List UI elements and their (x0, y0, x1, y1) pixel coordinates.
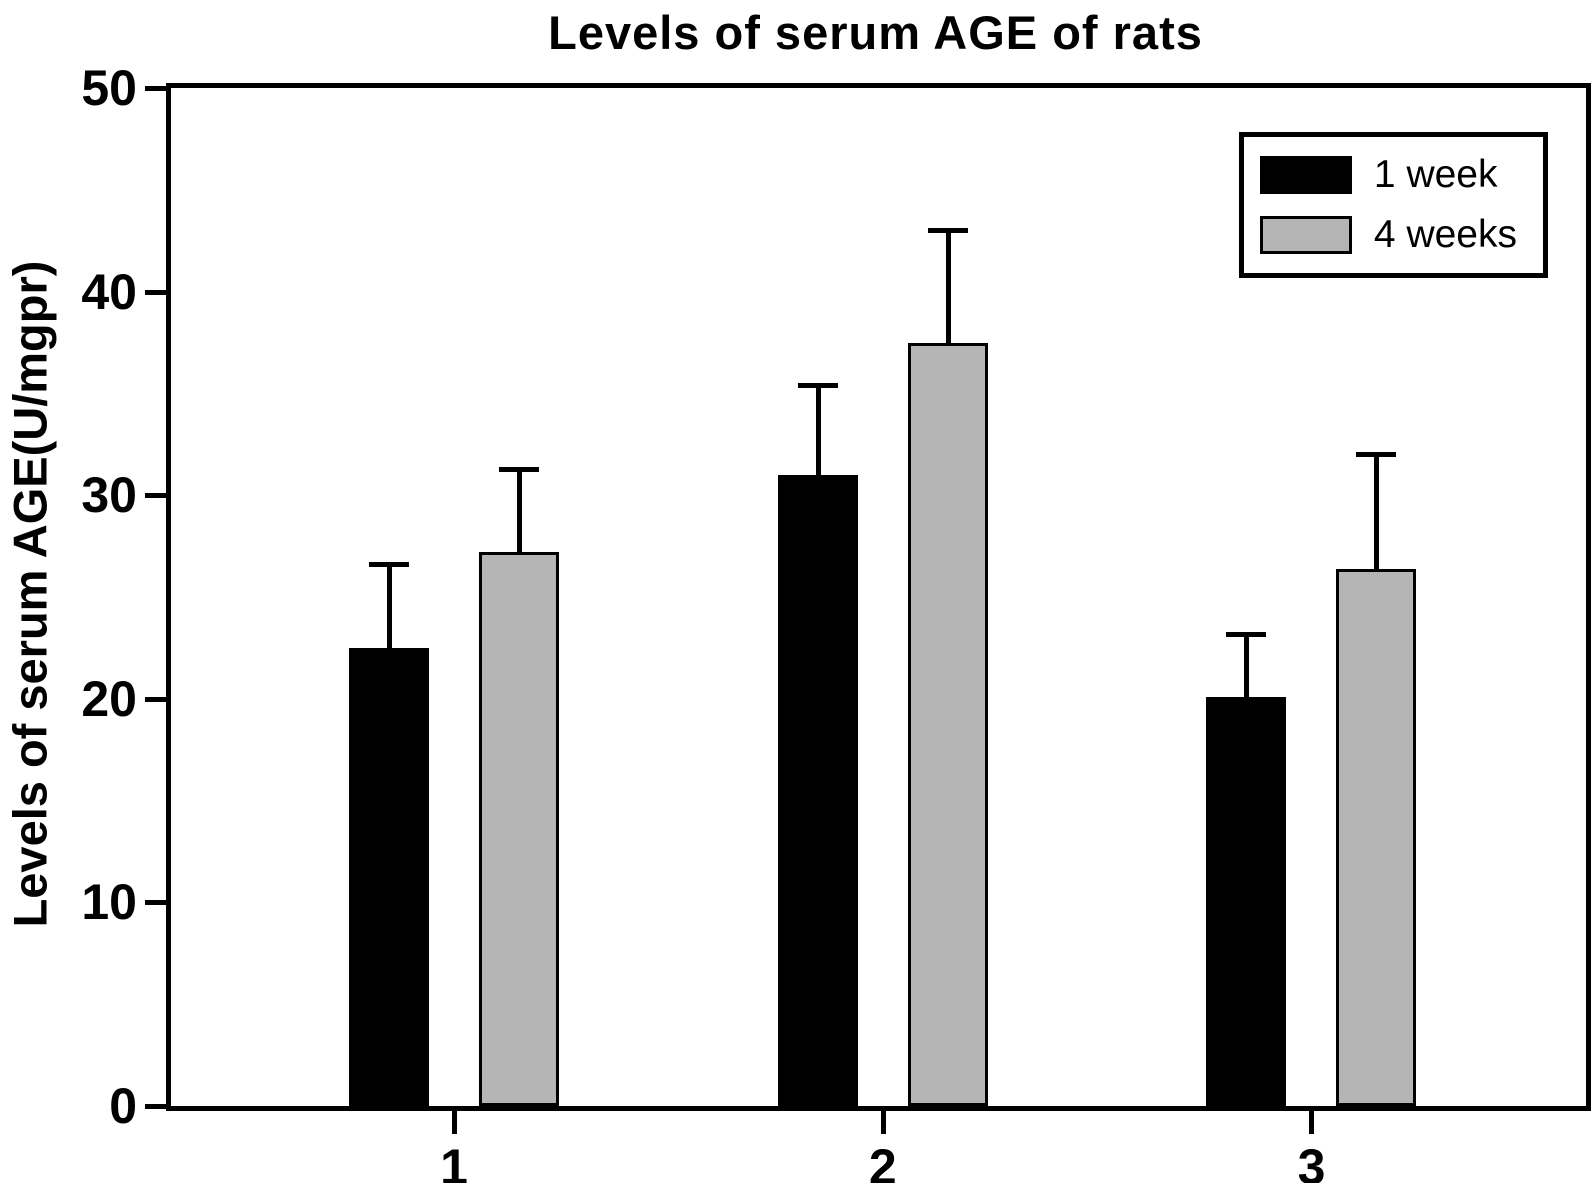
error-bar-4weeks-group2 (927, 228, 968, 343)
legend-label-4weeks: 4 weeks (1373, 213, 1517, 256)
error-bar-stem (945, 228, 951, 343)
error-bar-stem (1374, 452, 1380, 569)
legend-label-1week: 1 week (1373, 153, 1498, 196)
legend: 1 week 4 weeks (1238, 132, 1548, 278)
bar-4weeks-group1 (479, 552, 559, 1106)
y-tick (145, 900, 166, 906)
error-bar-cap (499, 466, 539, 472)
y-tick (145, 86, 166, 91)
legend-swatch-4weeks (1259, 216, 1352, 254)
error-bar-stem (1244, 631, 1250, 697)
bar-4weeks-group3 (1336, 568, 1417, 1106)
bar-1week-group2 (777, 474, 858, 1106)
y-tick-label-0: 0 (109, 1078, 137, 1134)
error-bar-stem (517, 466, 522, 553)
y-tick-label-40: 40 (81, 263, 137, 320)
y-tick-label-30: 30 (81, 467, 137, 524)
error-bar-1week-group1 (369, 562, 409, 648)
error-bar-cap (927, 228, 968, 234)
x-tick (880, 1111, 886, 1134)
y-axis-label: Levels of serum AGE(U/mgpr) (3, 260, 57, 928)
error-bar-cap (1226, 631, 1267, 637)
error-bar-1week-group3 (1226, 631, 1267, 697)
error-bar-stem (387, 562, 392, 648)
error-bar-cap (797, 383, 838, 389)
error-bar-4weeks-group3 (1356, 452, 1397, 569)
error-bar-cap (369, 562, 409, 568)
chart-title: Levels of serum AGE of rats (548, 6, 1203, 59)
x-tick (1309, 1111, 1315, 1134)
y-tick-label-10: 10 (81, 874, 137, 931)
y-tick-label-50: 50 (81, 60, 137, 116)
x-tick-label-2: 2 (868, 1139, 897, 1183)
y-tick (145, 493, 166, 499)
bar-1week-group1 (349, 647, 429, 1106)
y-tick (145, 289, 166, 295)
error-bar-4weeks-group1 (499, 466, 539, 553)
y-tick (145, 1104, 166, 1109)
bar-1week-group3 (1206, 696, 1287, 1106)
x-tick-label-1: 1 (440, 1139, 468, 1183)
error-bar-1week-group2 (797, 383, 838, 475)
plot-area: 0 10 20 30 40 50 1 2 3 1 week 4 weeks (81, 60, 1591, 1183)
y-tick (145, 696, 166, 702)
error-bar-cap (1356, 452, 1397, 458)
legend-entry-4weeks: 4 weeks (1259, 213, 1523, 257)
bar-4weeks-group2 (907, 342, 988, 1106)
x-tick (452, 1111, 457, 1134)
x-tick-label-3: 3 (1297, 1139, 1326, 1183)
legend-swatch-1week (1259, 156, 1352, 194)
legend-entry-1week: 1 week (1259, 153, 1523, 197)
y-tick-label-20: 20 (81, 670, 137, 727)
error-bar-stem (815, 383, 821, 475)
